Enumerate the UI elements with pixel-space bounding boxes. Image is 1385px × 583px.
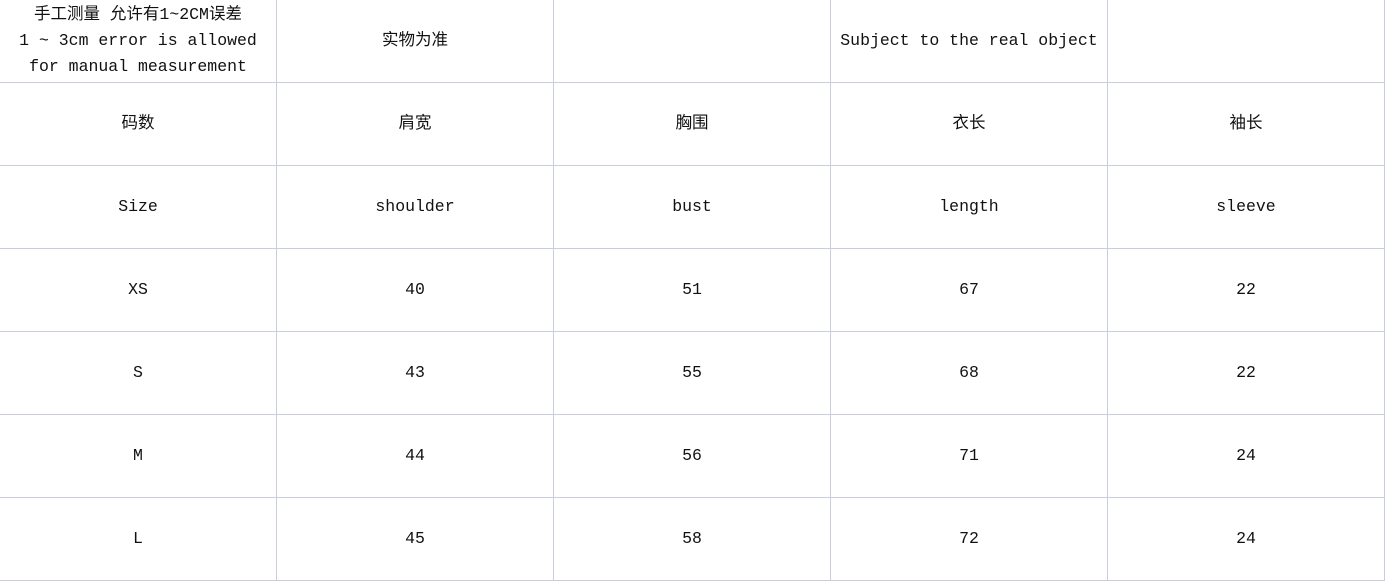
note-line-cn: 手工测量 允许有1~2CM误差	[34, 5, 242, 24]
header-cell	[553, 0, 831, 83]
column-header-row-cn: 码数 肩宽 胸围 衣长 袖长	[0, 82, 1385, 166]
table-row: L 45 58 72 24	[0, 497, 1385, 581]
shoulder-cell: 44	[276, 414, 554, 498]
sleeve-cell: 22	[1107, 248, 1385, 332]
column-header: 码数	[0, 82, 277, 166]
shoulder-cell: 40	[276, 248, 554, 332]
size-cell: L	[0, 497, 277, 581]
header-cell	[1107, 0, 1385, 83]
column-header: 肩宽	[276, 82, 554, 166]
length-cell: 72	[830, 497, 1108, 581]
bust-cell: 55	[553, 331, 831, 415]
header-cell: 实物为准	[276, 0, 554, 83]
shoulder-cell: 45	[276, 497, 554, 581]
column-header: 袖长	[1107, 82, 1385, 166]
column-header: sleeve	[1107, 165, 1385, 249]
size-cell: M	[0, 414, 277, 498]
bust-cell: 51	[553, 248, 831, 332]
header-cell: Subject to the real object	[830, 0, 1108, 83]
bust-cell: 56	[553, 414, 831, 498]
note-line-en-2: for manual measurement	[29, 57, 247, 76]
sleeve-cell: 24	[1107, 497, 1385, 581]
size-cell: S	[0, 331, 277, 415]
length-cell: 67	[830, 248, 1108, 332]
sleeve-cell: 22	[1107, 331, 1385, 415]
note-line-en-1: 1 ~ 3cm error is allowed	[19, 31, 257, 50]
table-row: S 43 55 68 22	[0, 331, 1385, 415]
table-row: XS 40 51 67 22	[0, 248, 1385, 332]
column-header: 胸围	[553, 82, 831, 166]
bust-cell: 58	[553, 497, 831, 581]
note-row: 手工测量 允许有1~2CM误差 1 ~ 3cm error is allowed…	[0, 0, 1385, 83]
length-cell: 71	[830, 414, 1108, 498]
column-header: shoulder	[276, 165, 554, 249]
column-header: length	[830, 165, 1108, 249]
column-header: Size	[0, 165, 277, 249]
shoulder-cell: 43	[276, 331, 554, 415]
column-header: bust	[553, 165, 831, 249]
column-header: 衣长	[830, 82, 1108, 166]
sleeve-cell: 24	[1107, 414, 1385, 498]
measurement-note: 手工测量 允许有1~2CM误差 1 ~ 3cm error is allowed…	[0, 0, 277, 83]
table-row: M 44 56 71 24	[0, 414, 1385, 498]
length-cell: 68	[830, 331, 1108, 415]
column-header-row-en: Size shoulder bust length sleeve	[0, 165, 1385, 249]
size-cell: XS	[0, 248, 277, 332]
